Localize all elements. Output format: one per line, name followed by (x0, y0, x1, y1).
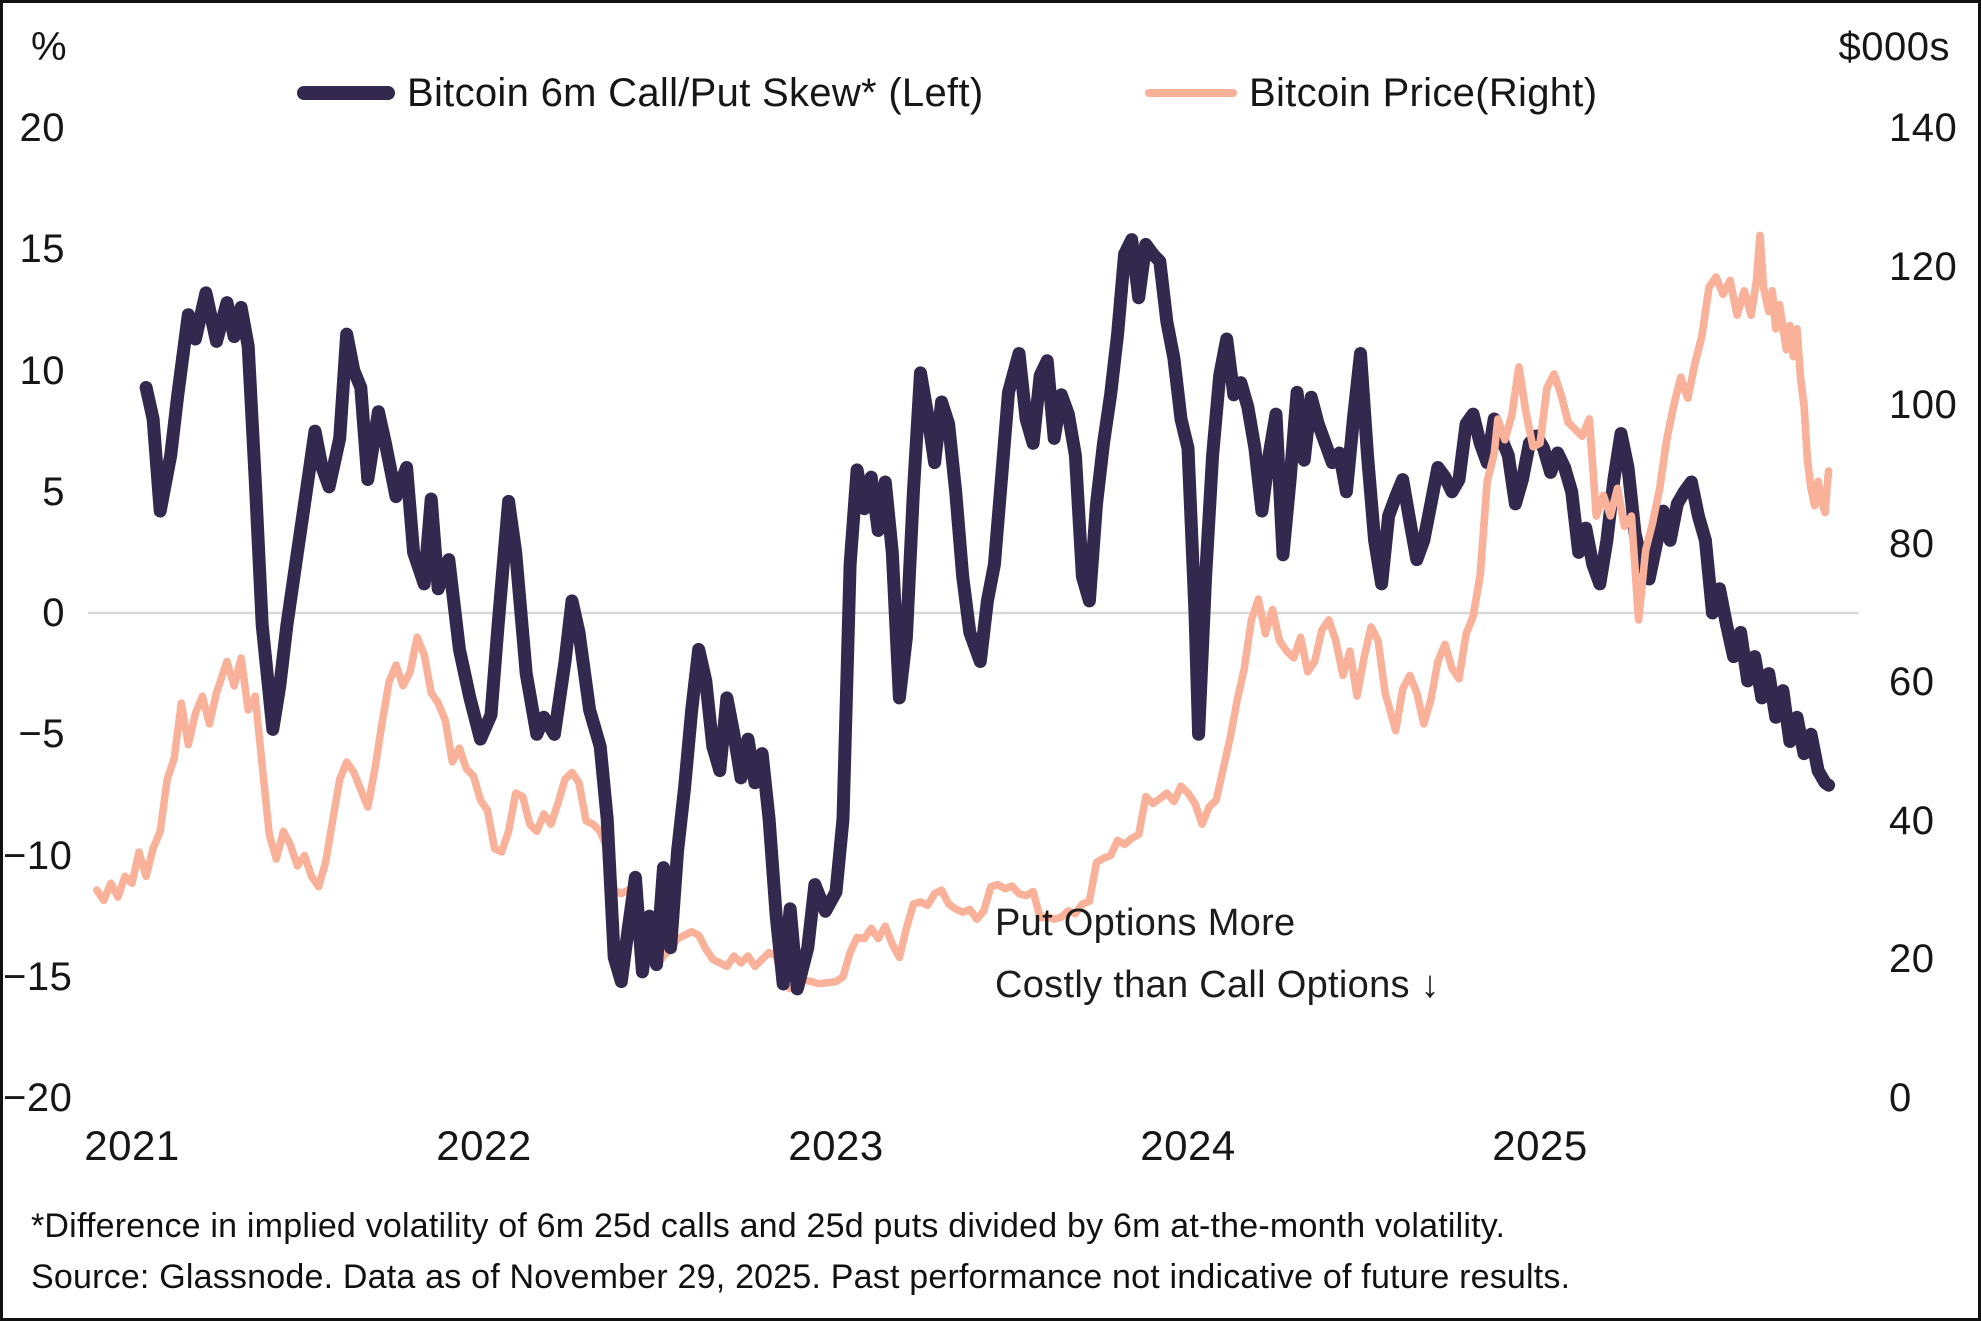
skew-line (139, 233, 1836, 996)
left-axis-unit-label: % (31, 25, 68, 69)
legend-label-price: Bitcoin Price(Right) (1249, 71, 1598, 115)
footnote-source: Source: Glassnode. Data as of November 2… (31, 1258, 1571, 1296)
left-axis-tick-5: 5 (42, 469, 65, 514)
annotation-line-1: Put Options More (995, 902, 1296, 944)
x-axis-tick-2025: 2025 (1492, 1122, 1588, 1169)
left-axis-tick-−15: −15 (3, 954, 73, 999)
left-axis-tick-−5: −5 (18, 712, 65, 757)
left-axis-tick-−20: −20 (3, 1076, 73, 1120)
plot-area (88, 231, 1859, 996)
right-axis-tick-80: 80 (1889, 521, 1935, 566)
legend-item-price: Bitcoin Price(Right) (1145, 69, 1597, 117)
right-axis-tick-140: 140 (1889, 106, 1958, 150)
right-axis-tick-20: 20 (1889, 937, 1935, 982)
legend-item-skew: Bitcoin 6m Call/Put Skew* (Left) (297, 69, 983, 117)
right-axis-tick-100: 100 (1889, 383, 1958, 428)
x-axis-tick-2022: 2022 (436, 1122, 532, 1169)
right-axis-unit-label: $000s (1838, 25, 1950, 69)
x-axis-tick-2024: 2024 (1140, 1122, 1236, 1169)
footnote: *Difference in implied volatility of 6m … (31, 1201, 1961, 1303)
price-line-overlay (1469, 231, 1833, 624)
x-axis-tick-2023: 2023 (788, 1122, 884, 1169)
put-options-annotation: Put Options More Costly than Call Option… (995, 893, 1440, 1016)
left-axis-tick-20: 20 (19, 106, 65, 150)
right-axis-tick-120: 120 (1889, 244, 1958, 289)
left-axis-tick-10: 10 (19, 348, 65, 393)
left-axis-tick-0: 0 (42, 591, 65, 635)
legend-label-skew: Bitcoin 6m Call/Put Skew* (Left) (407, 71, 984, 115)
left-axis-tick-−10: −10 (3, 833, 73, 878)
footnote-definition: *Difference in implied volatility of 6m … (31, 1207, 1506, 1245)
right-axis-tick-0: 0 (1889, 1076, 1912, 1120)
x-axis-tick-2021: 2021 (84, 1122, 180, 1169)
price-line-swatch-icon (1145, 89, 1237, 97)
right-axis-tick-40: 40 (1889, 798, 1935, 843)
skew-line-swatch-icon (297, 86, 395, 100)
annotation-line-2: Costly than Call Options ↓ (995, 963, 1440, 1006)
right-axis-tick-60: 60 (1889, 660, 1935, 705)
left-axis-tick-15: 15 (19, 227, 65, 272)
